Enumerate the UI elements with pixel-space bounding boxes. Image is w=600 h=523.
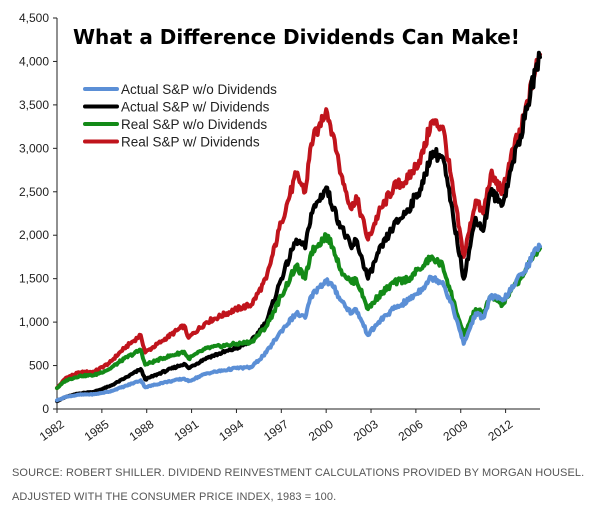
x-tick-label: 2003 xyxy=(351,417,381,444)
y-tick-label: 4,500 xyxy=(19,11,49,25)
legend-label-actual-sp-wo-dividends: Actual S&P w/o Dividends xyxy=(121,82,277,97)
series-line-actual-sp-wo-dividends xyxy=(55,242,542,403)
legend: Actual S&P w/o Dividends Actual S&P w/ Di… xyxy=(83,82,277,150)
y-tick-label: 1,000 xyxy=(19,315,49,329)
series-line-actual-sp-w-dividends xyxy=(55,50,542,404)
source-note-line-1: SOURCE: ROBERT SHILLER. DIVIDEND REINVES… xyxy=(12,467,585,479)
y-tick-label: 2,000 xyxy=(19,228,49,242)
source-note-line-2: ADJUSTED WITH THE CONSUMER PRICE INDEX, … xyxy=(12,491,337,503)
series-line-real-sp-wo-dividends xyxy=(55,232,542,391)
legend-label-real-sp-wo-dividends: Real S&P w/o Dividends xyxy=(121,117,267,132)
x-tick-label: 1994 xyxy=(216,417,246,444)
x-tick-label: 2006 xyxy=(396,417,426,444)
legend-label-real-sp-w-dividends: Real S&P w/ Dividends xyxy=(121,135,260,150)
x-tick-label: 2009 xyxy=(441,417,471,444)
x-tick-label: 1988 xyxy=(127,417,157,444)
line-chart: 0 500 1,000 1,500 2,000 2,500 3,000 3,500 4,000 4… xyxy=(19,11,542,444)
y-tick-label: 3,000 xyxy=(19,141,49,155)
chart-title: What a Difference Dividends Can Make! xyxy=(73,25,520,49)
x-tick-label: 1985 xyxy=(82,417,112,444)
y-tick-label: 0 xyxy=(42,402,49,416)
x-tick-label: 1997 xyxy=(261,417,291,444)
y-tick-label: 1,500 xyxy=(19,272,49,286)
y-tick-label: 3,500 xyxy=(19,98,49,112)
x-tick-label: 1982 xyxy=(37,417,67,444)
series-lines xyxy=(55,50,542,404)
legend-label-actual-sp-w-dividends: Actual S&P w/ Dividends xyxy=(121,100,270,115)
y-tick-label: 4,000 xyxy=(19,54,49,68)
y-tick-label: 500 xyxy=(29,359,49,373)
x-tick-label: 2012 xyxy=(485,417,515,444)
x-tick-label: 2000 xyxy=(306,417,336,444)
series-line-real-sp-w-dividends xyxy=(55,52,542,391)
x-tick-label: 1991 xyxy=(171,417,201,444)
y-tick-label: 2,500 xyxy=(19,185,49,199)
title-group: What a Difference Dividends Can Make! xyxy=(73,25,520,49)
